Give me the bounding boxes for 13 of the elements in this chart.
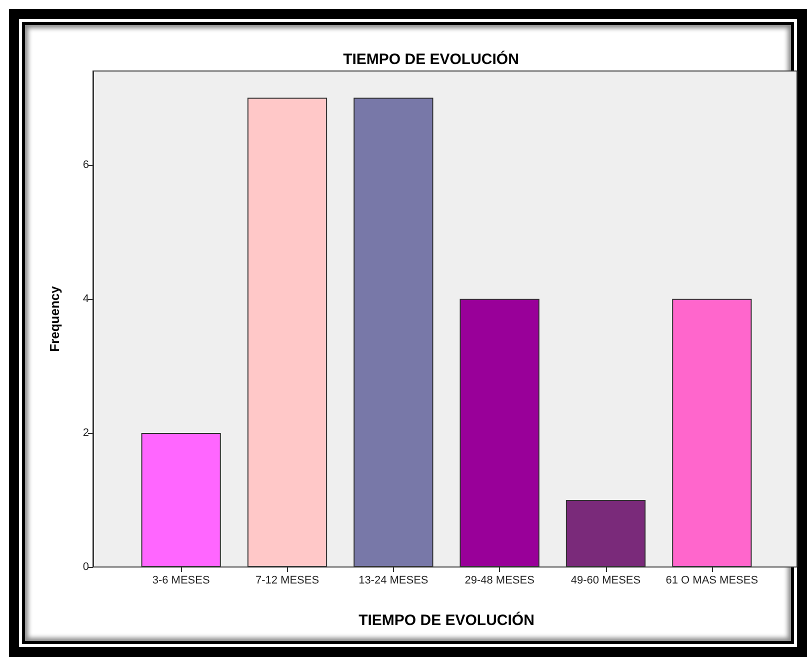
x-tick-label: 3-6 MESES [152, 574, 210, 586]
x-tick-label: 61 O MAS MESES [666, 574, 758, 586]
y-tick-label: 6 [82, 158, 89, 171]
x-tick-label: 49-60 MESES [570, 574, 641, 586]
x-tick-label: 29-48 MESES [464, 574, 534, 586]
x-tick-label: 7-12 MESES [255, 574, 320, 586]
chart-title: TIEMPO DE EVOLUCIÓN [343, 50, 519, 68]
y-tick-label: 4 [82, 292, 89, 305]
x-axis-title: TIEMPO DE EVOLUCIÓN [358, 611, 534, 629]
y-axis-title: Frequency [47, 285, 62, 352]
y-tick-label: 2 [82, 426, 89, 439]
x-tick-label: 13-24 MESES [358, 574, 428, 586]
y-tick-label: 0 [82, 561, 89, 573]
